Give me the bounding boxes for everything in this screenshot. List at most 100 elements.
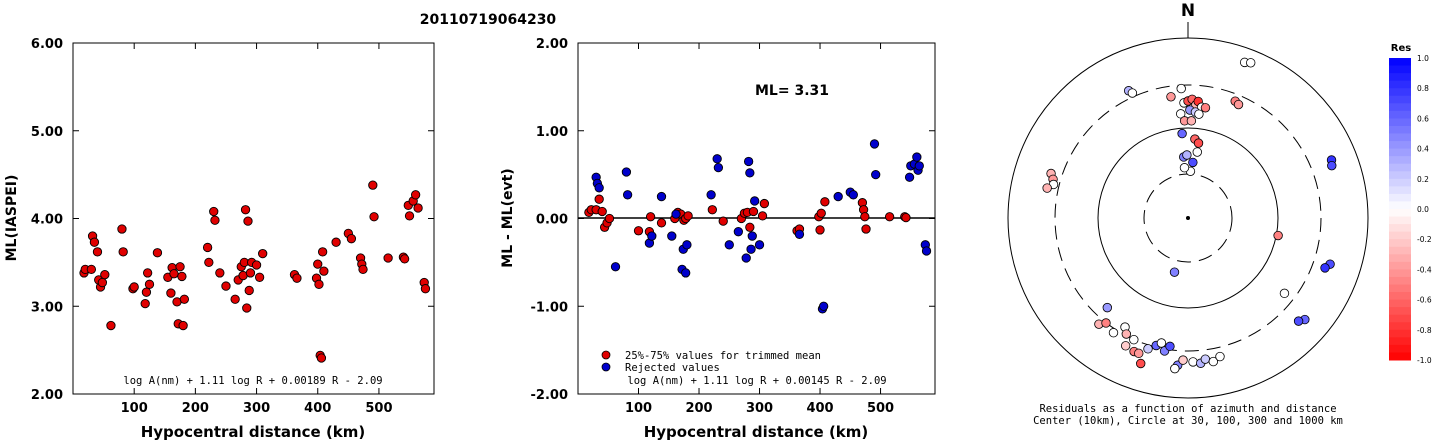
station-point xyxy=(1176,109,1186,119)
left-red-point xyxy=(240,205,251,215)
middle-ytick-label: 1.00 xyxy=(536,125,568,140)
north-label: N xyxy=(1181,1,1195,21)
middle-red-point xyxy=(656,218,667,228)
colorbar-cell xyxy=(1389,103,1411,112)
middle-xtick-label: 400 xyxy=(806,401,833,416)
left-red-point xyxy=(245,268,256,278)
middle-red-point xyxy=(683,211,693,221)
colorbar-cell xyxy=(1389,209,1411,218)
left-red-point xyxy=(144,279,155,289)
station-point xyxy=(1166,92,1176,102)
colorbar-cell xyxy=(1389,163,1411,172)
colorbar-cell xyxy=(1389,352,1411,361)
middle-xtick-label: 300 xyxy=(746,401,773,416)
left-red-point xyxy=(140,298,150,309)
colorbar-cell xyxy=(1389,171,1411,180)
colorbar-cell xyxy=(1389,329,1411,338)
middle-blue-point xyxy=(746,244,756,254)
middle-blue-point xyxy=(743,156,754,167)
left-red-point xyxy=(142,268,153,278)
colorbar-tick-label: 1.0 xyxy=(1417,54,1429,63)
middle-blue-point xyxy=(647,231,657,241)
station-point xyxy=(1101,318,1111,328)
station-point xyxy=(1193,138,1204,148)
middle-ytick-label: -1.00 xyxy=(531,300,568,315)
station-point xyxy=(1121,329,1132,339)
colorbar-tick-label: -0.4 xyxy=(1417,265,1432,274)
left-red-point xyxy=(129,282,139,292)
colorbar-cell xyxy=(1389,118,1411,127)
middle-ticks: 100 200 300 400 500 -2.00 -1.00 0.00 1.00 2.00 xyxy=(531,37,935,416)
left-red-point xyxy=(358,264,368,275)
left-plot-frame xyxy=(72,42,435,395)
ring-1000km xyxy=(1007,37,1369,399)
colorbar-cell xyxy=(1389,261,1411,270)
middle-blue-point xyxy=(921,246,932,256)
left-red-point xyxy=(346,234,357,244)
middle-ytick-label: 0.00 xyxy=(536,213,568,228)
left-red-point xyxy=(152,248,163,258)
middle-red-point xyxy=(820,197,830,207)
middle-blue-point xyxy=(682,240,692,250)
station-point xyxy=(1215,351,1225,362)
colorbar-cell xyxy=(1389,125,1411,134)
left-red-point xyxy=(230,294,240,304)
left-red-point xyxy=(243,216,253,226)
station-point xyxy=(1293,316,1304,326)
colorbar-cell xyxy=(1389,88,1411,97)
left-red-point xyxy=(209,206,219,217)
middle-red-point xyxy=(597,206,607,217)
middle-blue-point xyxy=(745,168,755,178)
ring-300km xyxy=(1054,84,1322,352)
station-point xyxy=(1200,354,1211,364)
middle-blue-point xyxy=(594,183,604,193)
middle-red-point xyxy=(816,208,826,218)
middle-red-point xyxy=(884,212,895,222)
left-y-axis-label: ML(IASPEI) xyxy=(4,175,20,262)
station-point xyxy=(1273,230,1283,241)
colorbar-cell xyxy=(1389,73,1411,82)
colorbar-tick-label: 0.4 xyxy=(1417,145,1429,154)
polar-panel: N Residuals as a function of azimuth and… xyxy=(1007,1,1369,427)
middle-ytick-label: 2.00 xyxy=(536,37,568,52)
middle-red-point xyxy=(718,216,728,226)
station-point xyxy=(1208,356,1219,367)
left-red-point xyxy=(316,353,327,363)
middle-blue-point xyxy=(713,162,724,173)
colorbar-tick-label: -1.0 xyxy=(1417,356,1432,365)
station-point xyxy=(1177,128,1187,139)
middle-blue-point xyxy=(656,191,667,202)
left-xtick-label: 300 xyxy=(243,401,270,416)
middle-blue-point xyxy=(733,227,743,237)
station-point xyxy=(1194,109,1204,119)
polar-points xyxy=(1042,57,1337,374)
left-red-point xyxy=(258,248,268,259)
colorbar-cell xyxy=(1389,284,1411,293)
left-red-point xyxy=(204,257,214,268)
colorbar-cell xyxy=(1389,322,1411,331)
colorbar-title: Res xyxy=(1391,43,1411,54)
left-red-point xyxy=(369,212,379,222)
colorbar-cells xyxy=(1389,58,1411,361)
left-red-point xyxy=(202,242,213,253)
middle-blue-point xyxy=(712,154,722,164)
colorbar-cell xyxy=(1389,239,1411,248)
middle-blue-point xyxy=(794,229,805,239)
middle-blue-point xyxy=(621,167,632,177)
colorbar-tick-label: 0.8 xyxy=(1417,84,1429,93)
colorbar-tick-label: 0.0 xyxy=(1417,205,1429,214)
left-red-point xyxy=(420,284,431,294)
left-red-point xyxy=(244,285,254,296)
left-red-point xyxy=(177,271,187,282)
colorbar-tick-label: -0.6 xyxy=(1417,296,1432,305)
station-point xyxy=(1186,116,1197,126)
middle-xtick-label: 500 xyxy=(867,401,894,416)
left-red-point xyxy=(175,262,185,272)
middle-blue-point xyxy=(741,253,751,263)
colorbar-cell xyxy=(1389,246,1411,255)
middle-red-point xyxy=(757,211,768,221)
middle-blue-point xyxy=(706,190,716,200)
station-point xyxy=(1136,358,1146,369)
colorbar-cell xyxy=(1389,299,1411,308)
left-red-point xyxy=(210,215,220,225)
